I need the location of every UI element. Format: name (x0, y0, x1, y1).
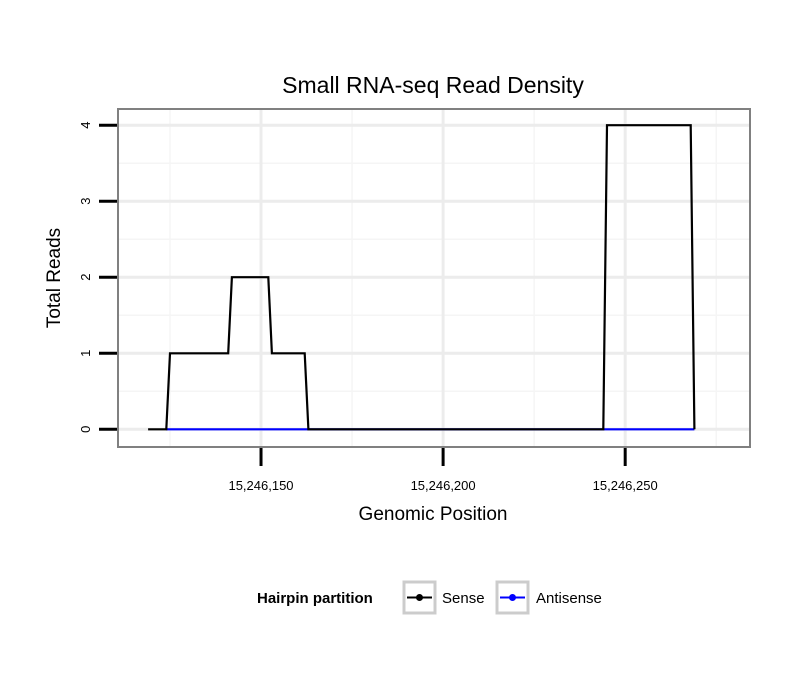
y-axis: 0 1 2 3 4 (78, 122, 117, 433)
legend-label-sense: Sense (442, 590, 485, 607)
y-tick-label: 4 (78, 122, 93, 129)
chart-title: Small RNA-seq Read Density (282, 72, 584, 98)
legend-title: Hairpin partition (257, 590, 373, 607)
x-tick-label: 15,246,200 (411, 478, 476, 493)
legend-marker-antisense (509, 594, 516, 601)
major-gridlines (119, 110, 749, 446)
plot-panel-border (117, 108, 751, 448)
legend-entry-antisense[interactable]: Antisense (495, 580, 602, 615)
y-tick-label: 3 (78, 198, 93, 205)
y-tick-label: 1 (78, 350, 93, 357)
y-axis-title: Total Reads (44, 228, 65, 328)
legend-label-antisense: Antisense (536, 590, 602, 607)
legend-entry-sense[interactable]: Sense (402, 580, 485, 615)
legend: Hairpin partition Sense Antisense (257, 580, 602, 615)
y-tick-label: 2 (78, 274, 93, 281)
x-tick-label: 15,246,150 (228, 478, 293, 493)
y-tick-label: 0 (78, 426, 93, 433)
minor-gridlines (119, 110, 749, 446)
x-axis-title: Genomic Position (359, 504, 508, 525)
x-tick-label: 15,246,250 (593, 478, 658, 493)
legend-marker-sense (416, 594, 423, 601)
series-layer (148, 124, 696, 431)
x-axis: 15,246,150 15,246,200 15,246,250 (228, 448, 658, 493)
series-line-sense (148, 124, 696, 431)
